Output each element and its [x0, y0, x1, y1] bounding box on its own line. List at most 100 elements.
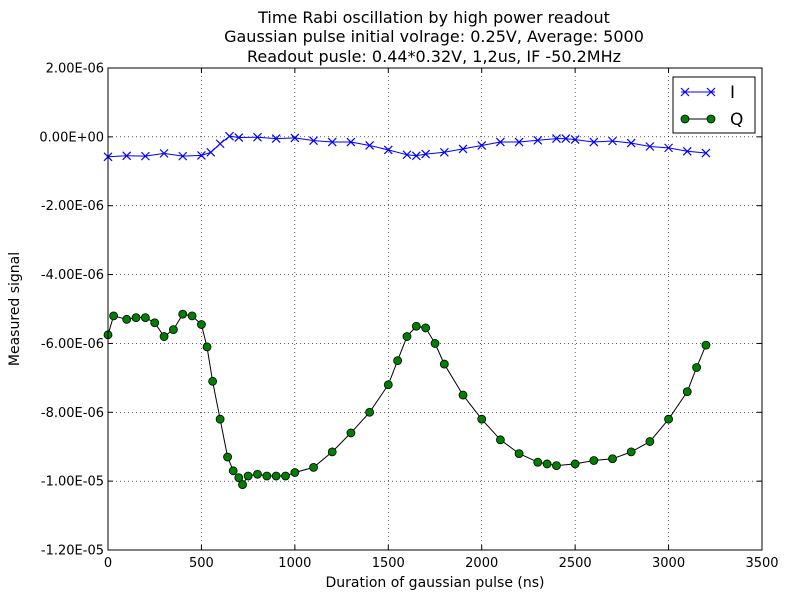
data-point-q — [243, 471, 253, 481]
data-point-i — [645, 142, 655, 151]
data-point-q — [439, 359, 449, 369]
data-point-q — [178, 309, 188, 319]
data-point-q — [223, 452, 232, 462]
x-tick-label: 1000 — [278, 556, 311, 571]
data-point-q — [552, 461, 561, 471]
data-point-i — [271, 134, 281, 144]
legend-marker-i — [680, 87, 716, 97]
data-point-q — [159, 332, 169, 341]
data-point-i — [234, 133, 244, 142]
data-point-q — [262, 471, 272, 481]
x-tick-label: 500 — [189, 556, 214, 571]
series-q — [103, 309, 711, 489]
data-point-q — [514, 449, 524, 459]
data-point-q — [346, 428, 356, 438]
data-point-i — [346, 137, 356, 147]
data-point-i — [327, 137, 337, 147]
data-point-q — [281, 471, 290, 481]
axis-ticks: 0 500 1000 1500 2000 2500 3000 3500 2.00E-06 0.00… — [39, 62, 778, 572]
data-point-i — [215, 139, 225, 149]
y-tick-label: -8.00E-06 — [41, 406, 104, 421]
y-tick-label: -2.00E-06 — [41, 199, 104, 214]
data-point-q — [187, 311, 197, 321]
data-point-i — [253, 132, 262, 142]
data-point-i — [533, 135, 543, 145]
data-point-i — [290, 133, 300, 143]
data-point-q — [682, 387, 692, 397]
data-point-i — [552, 134, 561, 144]
y-axis-label: Measured signal — [7, 252, 23, 366]
y-tick-label: -6.00E-06 — [41, 337, 104, 352]
series-layer — [103, 131, 711, 489]
data-point-q — [197, 320, 206, 329]
data-point-q — [271, 471, 281, 481]
series-i-line — [107, 135, 706, 158]
y-tick-label: -1.00E-05 — [41, 475, 104, 490]
x-tick-label: 3500 — [745, 556, 778, 571]
data-point-q — [430, 339, 440, 348]
data-point-i — [701, 148, 711, 158]
data-point-i — [439, 147, 449, 157]
data-point-i — [664, 143, 673, 153]
data-point-q — [253, 469, 262, 479]
data-point-q — [109, 311, 119, 321]
data-point-i — [159, 148, 169, 158]
legend-marker-q-2 — [706, 114, 716, 124]
data-point-q — [131, 313, 141, 323]
data-point-q — [402, 332, 412, 341]
data-point-i — [477, 141, 487, 150]
data-point-q — [626, 447, 636, 457]
data-point-i — [495, 137, 505, 147]
title-line-1: Time Rabi oscillation by high power read… — [257, 8, 610, 27]
data-point-q — [150, 318, 160, 328]
data-point-q — [421, 323, 431, 333]
data-point-i — [514, 137, 524, 147]
data-point-i — [682, 146, 692, 156]
data-point-q — [589, 456, 599, 465]
data-point-q — [701, 340, 711, 350]
chart-title: Time Rabi oscillation by high power read… — [224, 8, 644, 66]
series-i — [103, 131, 711, 162]
data-point-q — [570, 459, 580, 469]
y-tick-label: 0.00E+00 — [39, 130, 104, 145]
x-tick-label: 2000 — [465, 556, 498, 571]
data-point-i — [225, 131, 234, 141]
data-point-q — [140, 313, 150, 323]
data-point-i — [589, 137, 599, 147]
data-point-i — [561, 134, 571, 144]
data-point-q — [495, 435, 505, 445]
data-point-i — [206, 147, 216, 157]
data-point-i — [421, 149, 431, 159]
legend-marker-q-1 — [680, 114, 690, 124]
data-point-q — [608, 454, 617, 464]
data-point-i — [458, 144, 468, 154]
x-tick-label: 0 — [104, 556, 112, 571]
data-point-q — [122, 314, 132, 324]
data-point-i — [570, 135, 580, 145]
x-tick-label: 2500 — [559, 556, 592, 571]
legend-box — [672, 76, 756, 134]
data-point-q — [215, 414, 225, 424]
data-point-q — [411, 321, 421, 331]
y-tick-label: -4.00E-06 — [41, 268, 104, 283]
x-tick-label: 3000 — [652, 556, 685, 571]
x-axis-label: Duration of gaussian pulse (ns) — [325, 575, 544, 591]
data-point-q — [327, 447, 337, 457]
data-point-i — [365, 141, 375, 150]
data-point-q — [692, 363, 701, 372]
data-point-q — [383, 380, 393, 390]
title-line-3: Readout pusle: 0.44*0.32V, 1,2us, IF -50… — [247, 47, 621, 66]
data-point-q — [664, 414, 673, 424]
data-point-q — [533, 457, 543, 467]
y-tick-label: 2.00E-06 — [46, 62, 104, 77]
title-line-2: Gaussian pulse initial volrage: 0.25V, A… — [224, 27, 644, 46]
grid-lines — [108, 68, 762, 550]
x-tick-label: 1500 — [372, 556, 405, 571]
legend-label-i: I — [730, 83, 735, 103]
data-point-q — [168, 325, 178, 335]
data-point-q — [228, 466, 238, 476]
data-point-q — [238, 480, 247, 489]
data-point-q — [234, 473, 244, 483]
y-tick-label: -1.20E-05 — [41, 544, 104, 559]
data-point-i — [197, 151, 206, 160]
